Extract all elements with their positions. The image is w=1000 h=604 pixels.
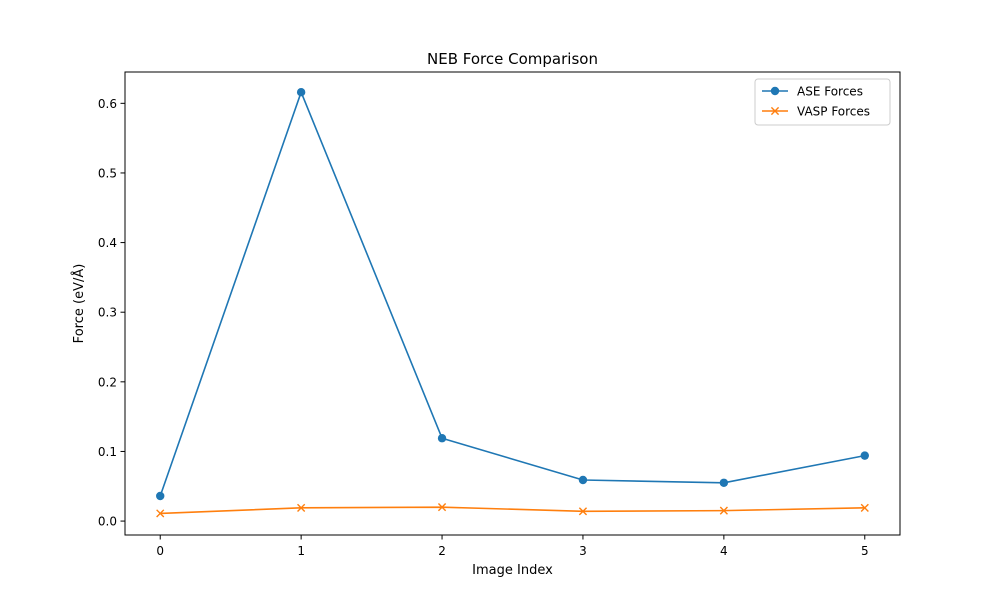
x-tick-label: 2 <box>438 544 446 558</box>
x-tick-label: 1 <box>297 544 305 558</box>
data-point <box>437 434 447 443</box>
y-tick-label: 0.2 <box>98 375 117 389</box>
legend-label: ASE Forces <box>797 85 863 99</box>
series-line-1 <box>159 91 865 497</box>
y-tick-label: 0.4 <box>98 236 117 250</box>
data-point <box>578 475 588 485</box>
data-point <box>578 507 588 516</box>
series-line-2 <box>160 506 865 515</box>
data-point <box>860 503 869 512</box>
legend: ASE Forces VASP Forces <box>754 78 891 126</box>
data-point <box>297 503 306 512</box>
x-tick-label: 5 <box>861 544 869 558</box>
data-point <box>296 87 306 97</box>
x-tick-label: 0 <box>156 544 164 558</box>
data-point <box>719 506 728 515</box>
y-tick-label: 0.5 <box>98 166 117 180</box>
data-point <box>860 451 869 460</box>
legend-frame <box>754 78 891 126</box>
y-axis-label: Force (eV/Å) <box>71 264 87 344</box>
data-point <box>156 509 165 518</box>
y-tick-label: 0.1 <box>98 445 117 459</box>
data-point <box>156 491 165 501</box>
chart-title: NEB Force Comparison <box>427 50 598 68</box>
data-point <box>437 503 447 512</box>
legend-label: VASP Forces <box>797 105 870 119</box>
plot-area-frame <box>124 71 901 536</box>
legend-item-2: VASP Forces <box>762 105 870 119</box>
x-tick-label: 3 <box>579 544 587 558</box>
y-tick-label: 0.3 <box>98 306 117 320</box>
y-tick-label: 0.0 <box>98 515 117 529</box>
x-tick-label: 4 <box>720 544 728 558</box>
y-tick-label: 0.6 <box>98 97 117 111</box>
data-point <box>719 478 729 487</box>
x-axis-label: Image Index <box>472 563 553 578</box>
legend-item-1: ASE Forces <box>762 85 863 99</box>
